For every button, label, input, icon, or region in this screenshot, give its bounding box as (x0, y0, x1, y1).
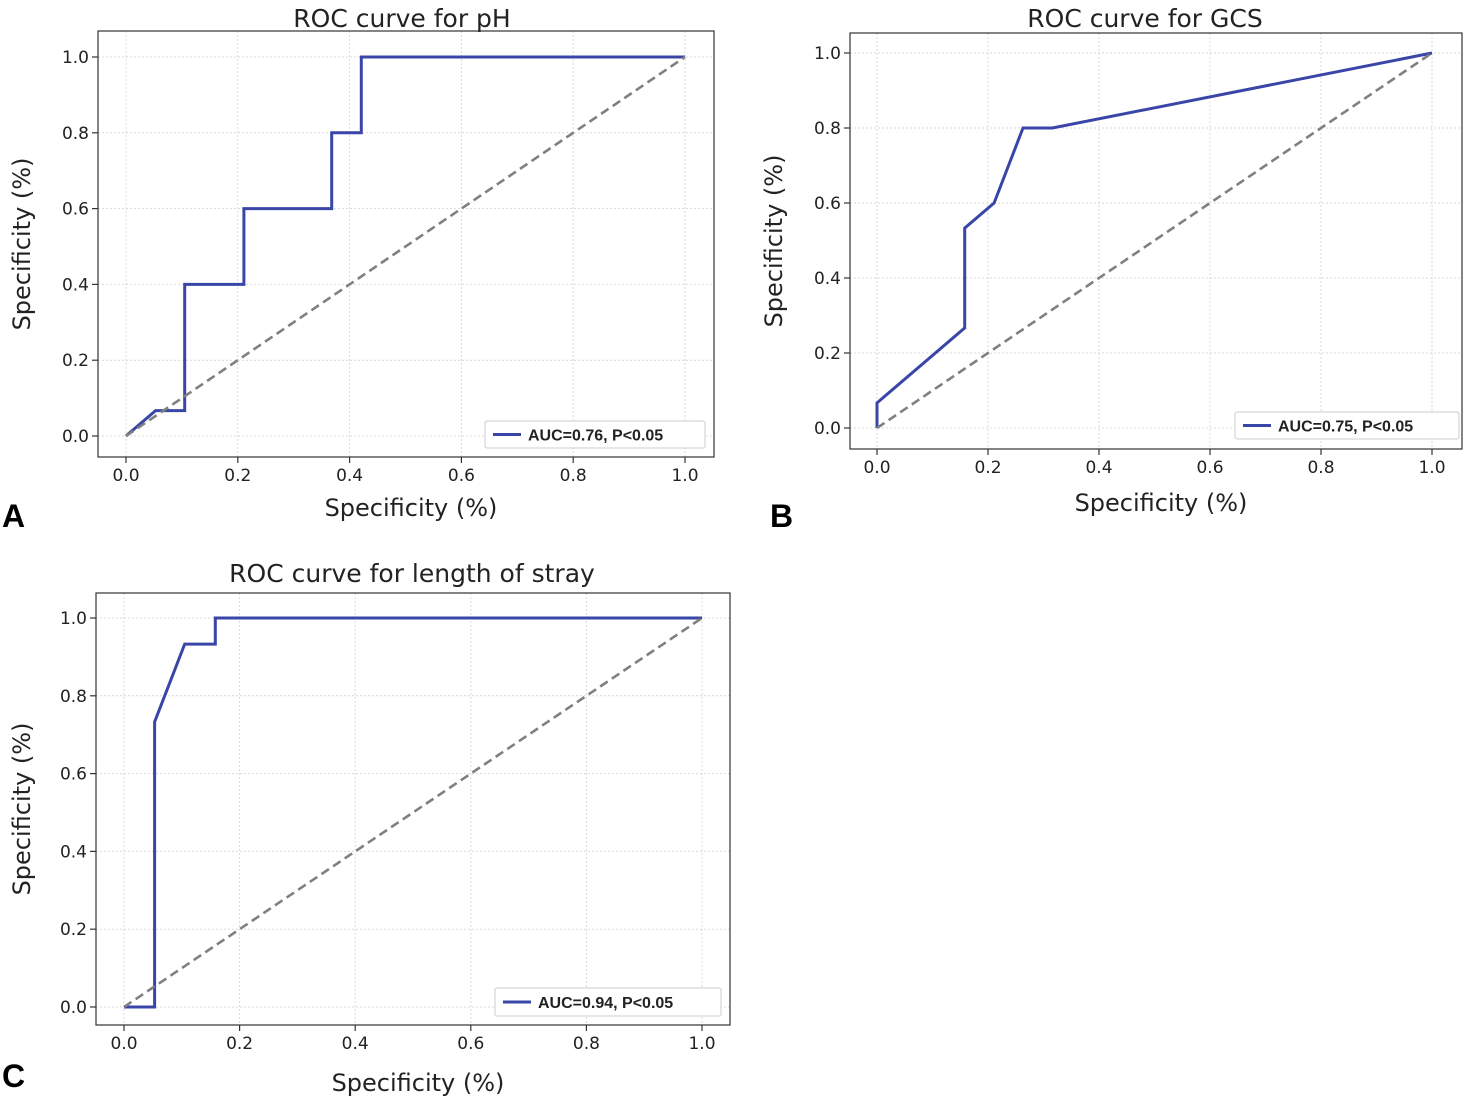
x-tick-label: 0.0 (110, 1034, 137, 1054)
y-tick-label: 1.0 (62, 48, 89, 68)
y-tick-label: 0.2 (60, 920, 87, 940)
legend-label: AUC=0.94, P<0.05 (538, 995, 673, 1012)
y-tick-label: 1.0 (60, 609, 87, 629)
x-tick-label: 0.8 (1307, 458, 1334, 478)
plot-frame (97, 30, 715, 458)
roc-chart-b: 0.0 0.2 0.4 0.6 0.8 1.0 0.0 0.2 0.4 0.6 0.8 1.0 ROC … (760, 4, 1463, 517)
y-tick-label: 0.2 (814, 344, 841, 364)
legend-box (1234, 411, 1460, 440)
panel-letter-a: A (2, 498, 26, 534)
legend: AUC=0.94, P<0.05 (494, 987, 722, 1017)
legend: AUC=0.75, P<0.05 (1234, 411, 1460, 440)
y-axis-label: Specificity (%) (8, 723, 36, 896)
y-axis-label: Specificity (%) (8, 158, 36, 331)
legend-label: AUC=0.75, P<0.05 (1278, 419, 1413, 436)
chart-panel-b: 0.0 0.2 0.4 0.6 0.8 1.0 0.0 0.2 0.4 0.6 0.8 1.0 ROC … (752, 0, 1469, 540)
x-axis-label: Specificity (%) (1075, 489, 1248, 517)
panel-letter-b: B (770, 498, 794, 534)
x-tick-label: 0.4 (1085, 458, 1112, 478)
x-tick-label: 0.8 (573, 1034, 600, 1054)
roc-curve (125, 55, 685, 438)
x-tick-label: 1.0 (671, 466, 698, 486)
chart-panel-c: 0.0 0.2 0.4 0.6 0.8 1.0 0.0 0.2 0.4 0.6 0.8 1.0 ROC … (0, 555, 750, 1103)
legend-label: AUC=0.76, P<0.05 (528, 428, 663, 445)
x-tick-label: 0.0 (863, 458, 890, 478)
x-tick-label: 0.4 (342, 1034, 369, 1054)
x-axis-label: Specificity (%) (332, 1069, 505, 1097)
x-tick-label: 0.6 (457, 1034, 484, 1054)
x-tick-label: 0.8 (560, 466, 587, 486)
legend: AUC=0.76, P<0.05 (484, 420, 706, 449)
chance-line (123, 616, 703, 1009)
y-tick-label: 0.8 (62, 124, 89, 144)
y-tick-label: 0.0 (814, 419, 841, 439)
y-tick-label: 0.0 (60, 998, 87, 1018)
y-tick-label: 0.6 (814, 194, 841, 214)
y-tick-label: 0.4 (60, 842, 87, 862)
x-axis-label: Specificity (%) (325, 494, 498, 522)
panel-letter-c: C (2, 1058, 26, 1094)
chart-panel-a: 0.0 0.2 0.4 0.6 0.8 1.0 0.0 0.2 0.4 0.6 0.8 1.0 ROC … (0, 0, 730, 540)
roc-curve (124, 616, 702, 1009)
legend-box (494, 987, 722, 1017)
plot-frame (95, 592, 731, 1026)
x-tick-label: 0.0 (112, 466, 139, 486)
y-tick-label: 0.6 (62, 200, 89, 220)
y-tick-label: 0.4 (814, 269, 841, 289)
chance-line (125, 55, 686, 438)
y-tick-label: 0.6 (60, 765, 87, 785)
roc-curve (875, 51, 1433, 428)
x-tick-label: 0.6 (1196, 458, 1223, 478)
x-tick-label: 0.2 (224, 466, 251, 486)
y-tick-label: 0.8 (814, 119, 841, 139)
x-tick-label: 0.4 (336, 466, 363, 486)
y-tick-label: 0.2 (62, 351, 89, 371)
legend-box (484, 420, 706, 449)
x-tick-label: 0.6 (448, 466, 475, 486)
y-axis-label: Specificity (%) (760, 155, 788, 328)
roc-chart-a: 0.0 0.2 0.4 0.6 0.8 1.0 0.0 0.2 0.4 0.6 0.8 1.0 ROC … (8, 4, 715, 522)
y-tick-label: 0.0 (62, 427, 89, 447)
plot-frame (849, 32, 1463, 450)
x-tick-label: 1.0 (1418, 458, 1445, 478)
roc-chart-c: 0.0 0.2 0.4 0.6 0.8 1.0 0.0 0.2 0.4 0.6 0.8 1.0 ROC … (8, 559, 731, 1097)
y-tick-label: 0.8 (60, 687, 87, 707)
x-tick-label: 1.0 (688, 1034, 715, 1054)
x-tick-label: 0.2 (974, 458, 1001, 478)
chart-title: ROC curve for GCS (1027, 4, 1262, 33)
y-tick-label: 1.0 (814, 44, 841, 64)
y-tick-label: 0.4 (62, 275, 89, 295)
chart-title: ROC curve for pH (293, 4, 510, 33)
chart-title: ROC curve for length of stray (229, 559, 595, 588)
x-tick-label: 0.2 (226, 1034, 253, 1054)
